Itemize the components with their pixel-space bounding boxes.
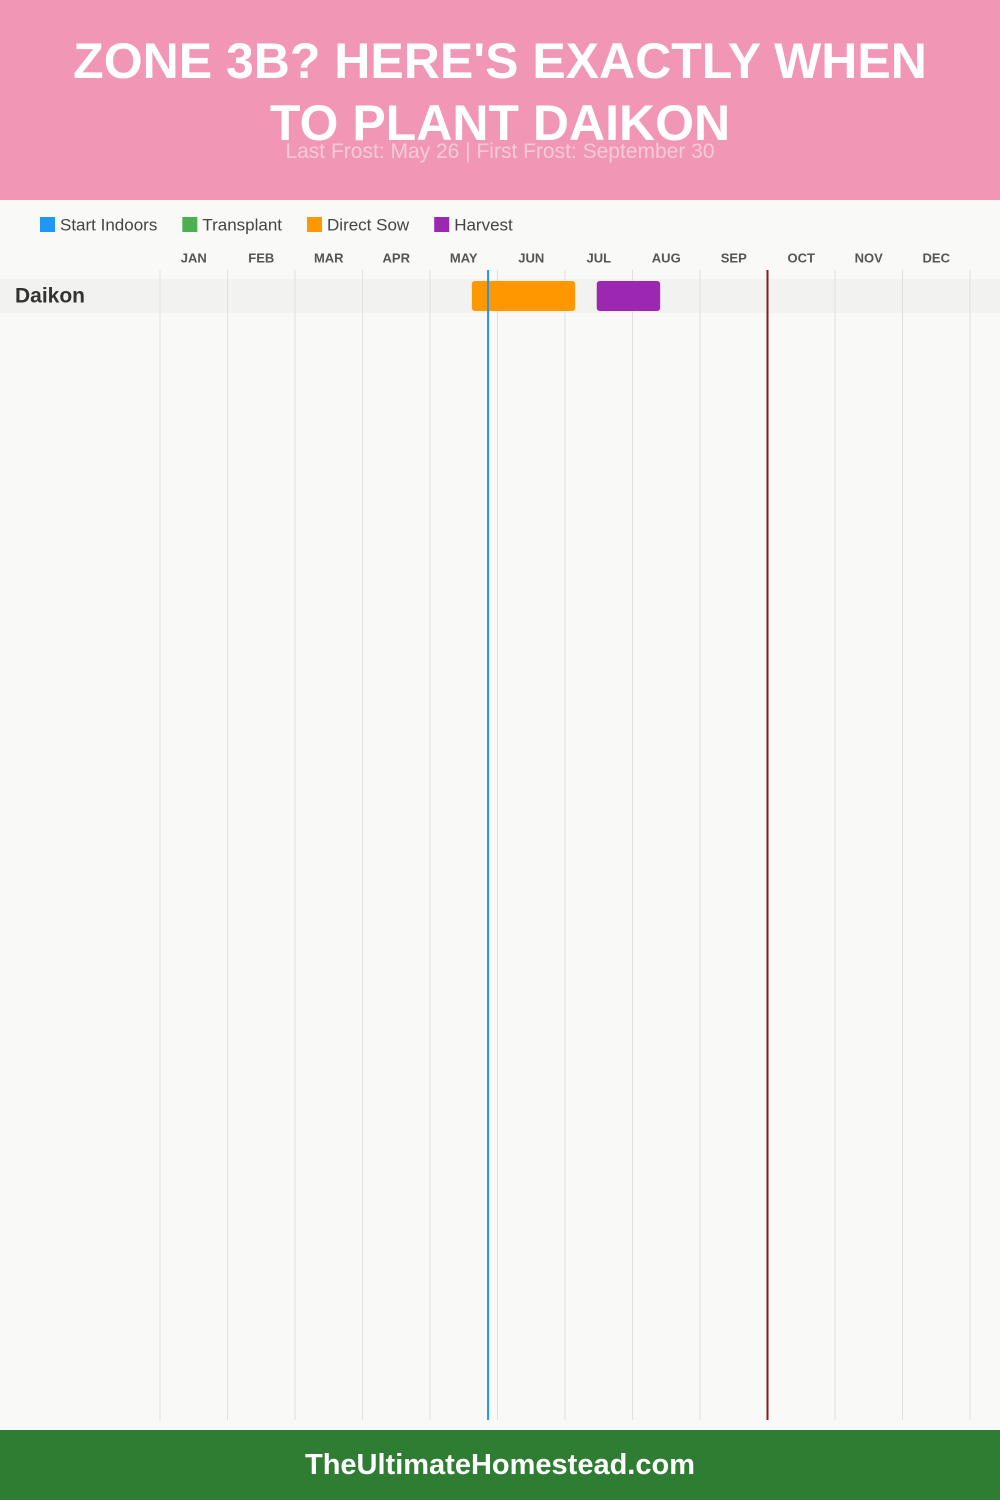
- legend-swatch: [307, 217, 323, 232]
- title: ZONE 3B? HERE'S EXACTLY WHEN TO PLANT DA…: [73, 33, 927, 151]
- month-label: MAR: [314, 250, 344, 265]
- chart: Daikon JAN FEB MAR APR MAY JUN JUL AUG SEP OCT NOV D…: [0, 215, 1000, 1420]
- footer: TheUltimateHomestead.com: [0, 1430, 1000, 1500]
- legend-label: Harvest: [454, 215, 513, 234]
- month-label: JAN: [181, 250, 207, 265]
- month-label: JUN: [518, 250, 544, 265]
- month-label: NOV: [855, 250, 884, 265]
- legend-label: Transplant: [202, 215, 282, 234]
- row-label: Daikon: [15, 285, 85, 308]
- month-label: APR: [383, 250, 411, 265]
- month-label: JUL: [586, 250, 611, 265]
- month-label: SEP: [721, 250, 747, 265]
- header: ZONE 3B? HERE'S EXACTLY WHEN TO PLANT DA…: [0, 0, 1000, 200]
- legend-swatch: [182, 217, 198, 232]
- subtitle: Last Frost: May 26 | First Frost: Septem…: [285, 140, 715, 163]
- month-label: OCT: [788, 250, 816, 265]
- month-label: DEC: [923, 250, 951, 265]
- month-label: AUG: [652, 250, 681, 265]
- bar: [596, 281, 661, 311]
- legend-label: Start Indoors: [60, 215, 157, 234]
- legend-label: Direct Sow: [327, 215, 410, 234]
- legend-swatch: [40, 217, 55, 232]
- legend-swatch: [434, 217, 450, 232]
- month-label: MAY: [450, 250, 478, 265]
- bar: [471, 281, 576, 311]
- month-label: FEB: [248, 250, 274, 265]
